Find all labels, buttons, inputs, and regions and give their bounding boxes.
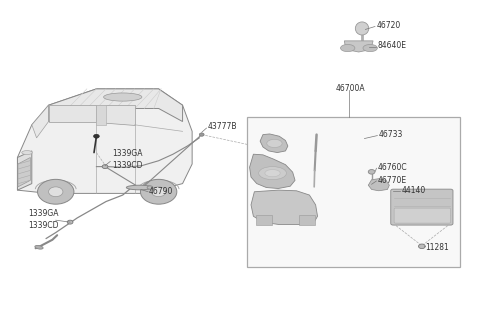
Ellipse shape <box>35 245 43 249</box>
Ellipse shape <box>22 151 32 154</box>
Circle shape <box>419 244 425 249</box>
Polygon shape <box>17 151 32 190</box>
Polygon shape <box>368 179 389 191</box>
Polygon shape <box>251 190 318 224</box>
Polygon shape <box>96 105 106 125</box>
FancyBboxPatch shape <box>394 208 451 223</box>
Text: 1339GA
1339CD: 1339GA 1339CD <box>112 149 142 170</box>
FancyBboxPatch shape <box>391 189 453 225</box>
Circle shape <box>368 170 375 174</box>
Polygon shape <box>32 105 48 138</box>
Polygon shape <box>18 157 30 187</box>
FancyBboxPatch shape <box>256 215 272 225</box>
Ellipse shape <box>340 45 355 51</box>
Circle shape <box>199 133 204 136</box>
Ellipse shape <box>265 170 280 177</box>
Ellipse shape <box>126 185 153 190</box>
Circle shape <box>94 134 99 138</box>
Ellipse shape <box>104 93 142 101</box>
Polygon shape <box>250 154 295 189</box>
Ellipse shape <box>363 45 377 51</box>
Text: 46790: 46790 <box>149 187 173 196</box>
Polygon shape <box>96 105 135 125</box>
Text: 84640E: 84640E <box>378 41 407 50</box>
Text: 46720: 46720 <box>376 21 401 30</box>
Polygon shape <box>344 41 373 52</box>
Text: 1339GA
1339CD: 1339GA 1339CD <box>28 209 59 230</box>
Polygon shape <box>48 89 182 122</box>
Text: 46700A: 46700A <box>336 84 365 93</box>
Text: 46770E: 46770E <box>378 176 407 185</box>
Circle shape <box>37 179 74 204</box>
Text: 46733: 46733 <box>379 130 403 139</box>
Circle shape <box>67 220 73 224</box>
FancyBboxPatch shape <box>247 117 460 267</box>
Ellipse shape <box>267 139 282 148</box>
Text: 43777B: 43777B <box>207 122 237 131</box>
Text: 11281: 11281 <box>425 243 449 252</box>
Ellipse shape <box>259 167 287 180</box>
Polygon shape <box>48 105 96 122</box>
Ellipse shape <box>355 22 369 35</box>
Text: 44140: 44140 <box>402 186 426 195</box>
Ellipse shape <box>147 186 153 189</box>
Polygon shape <box>17 89 192 194</box>
Text: 46760C: 46760C <box>378 163 408 172</box>
Circle shape <box>48 187 63 197</box>
FancyBboxPatch shape <box>299 215 315 225</box>
Circle shape <box>152 187 166 197</box>
Circle shape <box>102 165 108 169</box>
Polygon shape <box>260 134 288 153</box>
Circle shape <box>141 179 177 204</box>
